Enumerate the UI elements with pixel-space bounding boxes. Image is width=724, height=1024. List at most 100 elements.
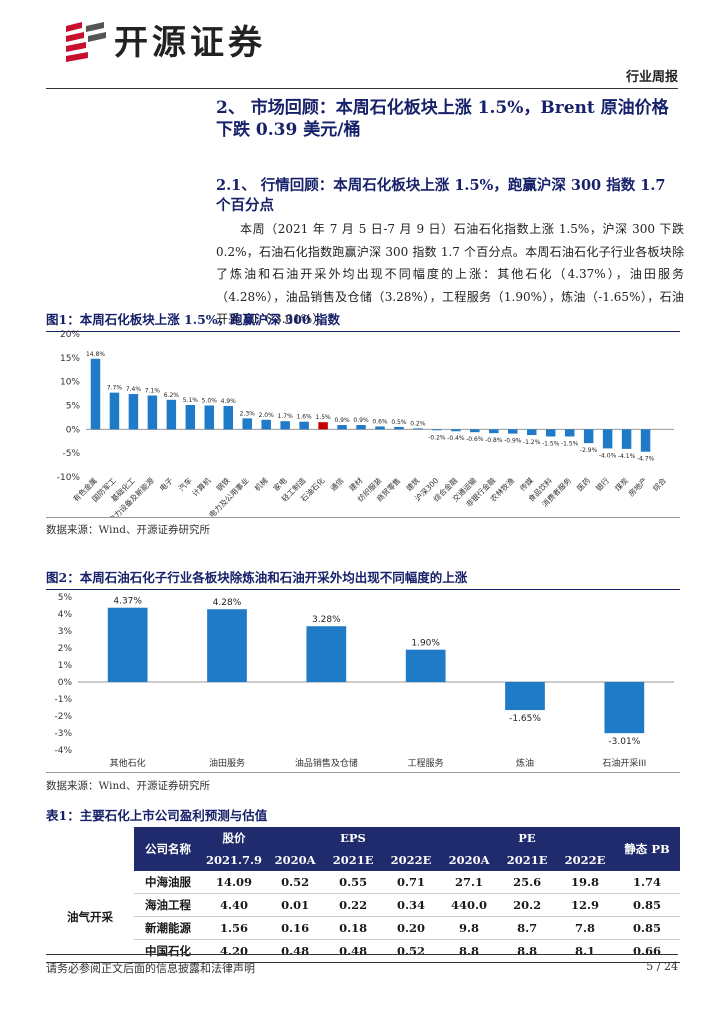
y-tick-label: 15% (60, 354, 80, 364)
data-label: 7.1% (145, 387, 161, 394)
data-label: 2.0% (259, 412, 275, 419)
y-tick-label: -5% (62, 449, 80, 459)
y-tick-label: 4% (58, 610, 73, 620)
y-tick-label: -2% (54, 712, 72, 722)
table-cell: 0.22 (324, 893, 383, 917)
bar (306, 626, 347, 682)
bar (621, 429, 632, 449)
y-tick-label: -3% (54, 729, 72, 739)
table-cell: 25.6 (498, 871, 557, 894)
data-label: -0.6% (466, 436, 484, 443)
table-cell: 0.85 (614, 893, 680, 917)
footer-disclaimer: 请务必参阅正文后面的信息披露和法律声明 (46, 962, 255, 975)
x-tick-label: 油品销售及仓储 (295, 757, 358, 769)
bar (90, 358, 101, 430)
page-number: 5 / 24 (646, 960, 678, 973)
table-cell: 0.52 (382, 939, 440, 963)
figure1-chart: 20%15%10%5%0%-5%-10%14.8%有色金属7.7%国防军工7.4… (57, 330, 674, 525)
data-label: -4.0% (599, 452, 617, 459)
table-cell: 0.18 (324, 916, 383, 940)
table-cell: 0.48 (266, 939, 325, 963)
data-label: 0.5% (391, 419, 407, 426)
table-cell: 新潮能源 (134, 916, 202, 940)
table-cell: 12.9 (556, 893, 614, 917)
data-label: 1.5% (315, 414, 331, 421)
bar (583, 429, 594, 444)
bar (147, 395, 158, 430)
col-eps-year: 2021E (324, 849, 383, 871)
table-cell: 0.48 (324, 939, 383, 963)
y-tick-label: 2% (58, 644, 73, 654)
table-cell: 0.85 (614, 916, 680, 940)
data-label: 7.4% (126, 386, 142, 393)
bar (564, 429, 575, 437)
table-cell: 1.74 (614, 871, 680, 894)
col-price: 股价 (202, 827, 266, 849)
data-label: 5.0% (202, 398, 218, 405)
y-tick-label: 5% (58, 593, 73, 603)
data-label: 1.7% (278, 413, 294, 420)
y-tick-label: 3% (58, 627, 73, 637)
subsection-heading: 2.1、 行情回顾：本周石化板块上涨 1.5%，跑赢沪深 300 指数 1.7 … (216, 177, 666, 214)
col-pe-year: 2022E (556, 849, 614, 871)
bar (280, 421, 290, 430)
company-logo-text: 开源证券 (114, 23, 266, 63)
section-heading: 2、 市场回顾：本周石化板块上涨 1.5%，Brent 原油价格下跌 0.39 … (216, 98, 669, 140)
body-paragraph: 本周（2021 年 7 月 5 日-7 月 9 日）石油石化指数上涨 1.5%，… (216, 222, 684, 326)
x-tick-label: 计算机 (190, 475, 213, 498)
bar (128, 394, 139, 430)
x-tick-label: 油田服务 (209, 757, 245, 769)
table-cell: 20.2 (498, 893, 557, 917)
col-company: 公司名称 (134, 827, 202, 871)
data-label: 1.90% (411, 639, 440, 649)
bar (604, 682, 645, 734)
data-label: 14.8% (86, 351, 105, 358)
table-cell: 4.40 (202, 893, 266, 917)
y-tick-label: 20% (60, 330, 80, 340)
col-price-date: 2021.7.9 (202, 849, 266, 871)
report-type-tag: 行业周报 (625, 70, 678, 85)
x-tick-label: 石油开采III (602, 757, 646, 769)
x-tick-label: 银行 (593, 475, 611, 493)
bar (318, 422, 328, 430)
bar (413, 428, 423, 430)
table-row: 新潮能源 1.56 0.16 0.18 0.20 9.8 8.7 7.8 0.85 (46, 916, 680, 940)
bar (602, 429, 613, 449)
data-label: -3.01% (608, 737, 640, 747)
table-cell: 8.8 (498, 939, 557, 963)
data-label: -4.7% (637, 456, 655, 463)
table-row: 海油工程 4.40 0.01 0.22 0.34 440.0 20.2 12.9 0.85 (46, 893, 680, 917)
bar (451, 429, 461, 432)
bar (356, 425, 366, 430)
bar (375, 426, 385, 430)
data-label: 0.2% (410, 420, 426, 427)
col-eps-year: 2020A (266, 849, 325, 871)
x-tick-label: 其他石化 (110, 757, 146, 769)
data-label: 6.2% (164, 392, 180, 399)
bar (508, 429, 518, 434)
y-tick-label: -10% (57, 473, 81, 483)
col-pe-year: 2020A (439, 849, 499, 871)
header-divider (46, 88, 678, 89)
y-tick-label: -4% (54, 746, 72, 756)
data-label: -0.4% (447, 435, 465, 442)
table-cell: 27.1 (439, 871, 499, 894)
bar (527, 429, 537, 436)
table-cell: 0.71 (382, 871, 440, 894)
table-cell: 0.52 (266, 871, 325, 894)
bar (261, 419, 271, 430)
data-label: 4.9% (221, 398, 237, 405)
table-cell: 海油工程 (134, 893, 202, 917)
figure2-frame: 5% 4% 3% 2% 1% 0% -1% -2% -3% -4% 4.37% 其他石化 4.28% 油田… (46, 587, 680, 773)
data-label: 0.9% (334, 417, 350, 424)
table-cell: 0.34 (382, 893, 440, 917)
bar (432, 429, 442, 431)
data-label: -1.5% (561, 440, 579, 447)
bar (405, 649, 446, 682)
bar (640, 429, 651, 452)
x-tick-label: 综合 (650, 475, 668, 493)
table-cell: 9.8 (439, 916, 499, 940)
table-cell: 8.8 (439, 939, 499, 963)
table-cell: 19.8 (556, 871, 614, 894)
data-label: -2.9% (580, 447, 598, 454)
